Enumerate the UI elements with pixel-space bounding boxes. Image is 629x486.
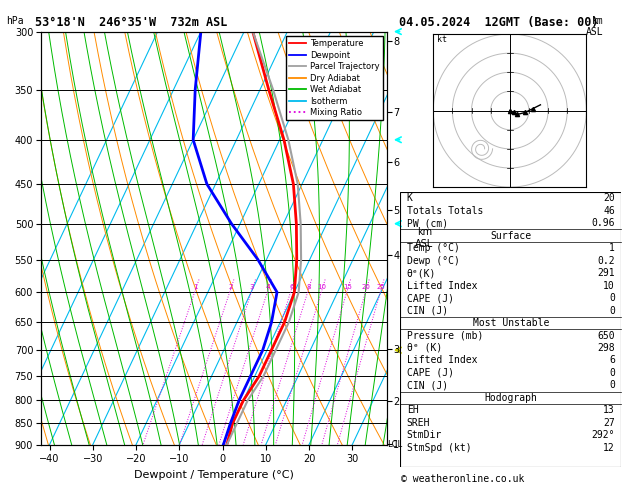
Text: CAPE (J): CAPE (J) — [407, 293, 454, 303]
Text: 6: 6 — [609, 355, 615, 365]
Text: 53°18'N  246°35'W  732m ASL: 53°18'N 246°35'W 732m ASL — [35, 16, 227, 29]
Text: θᵉ(K): θᵉ(K) — [407, 268, 436, 278]
Text: © weatheronline.co.uk: © weatheronline.co.uk — [401, 474, 525, 484]
Text: Dewp (°C): Dewp (°C) — [407, 256, 460, 266]
Text: 25: 25 — [377, 284, 386, 290]
Text: 0: 0 — [609, 368, 615, 378]
Text: Most Unstable: Most Unstable — [472, 318, 549, 328]
Text: Pressure (mb): Pressure (mb) — [407, 330, 483, 341]
Text: EH: EH — [407, 405, 418, 416]
Text: 6: 6 — [289, 284, 294, 290]
Text: 12: 12 — [603, 443, 615, 453]
Text: Totals Totals: Totals Totals — [407, 206, 483, 216]
Text: K: K — [407, 193, 413, 203]
Text: 0.2: 0.2 — [597, 256, 615, 266]
Text: 298: 298 — [597, 343, 615, 353]
Text: 2: 2 — [228, 284, 233, 290]
Text: 20: 20 — [603, 193, 615, 203]
Text: Hodograph: Hodograph — [484, 393, 537, 403]
Text: 291: 291 — [597, 268, 615, 278]
Text: Lifted Index: Lifted Index — [407, 280, 477, 291]
Text: CAPE (J): CAPE (J) — [407, 368, 454, 378]
Text: 1: 1 — [609, 243, 615, 253]
Text: 0: 0 — [609, 293, 615, 303]
Text: 20: 20 — [362, 284, 370, 290]
Y-axis label: km
ASL: km ASL — [415, 227, 433, 249]
Text: 46: 46 — [603, 206, 615, 216]
Text: kt: kt — [437, 35, 447, 44]
Text: 04.05.2024  12GMT (Base: 00): 04.05.2024 12GMT (Base: 00) — [399, 16, 599, 29]
Text: SREH: SREH — [407, 418, 430, 428]
Text: 1: 1 — [193, 284, 198, 290]
Text: LCL: LCL — [387, 440, 403, 449]
Text: Lifted Index: Lifted Index — [407, 355, 477, 365]
Text: hPa: hPa — [6, 16, 24, 26]
Text: Surface: Surface — [490, 231, 532, 241]
Legend: Temperature, Dewpoint, Parcel Trajectory, Dry Adiabat, Wet Adiabat, Isotherm, Mi: Temperature, Dewpoint, Parcel Trajectory… — [286, 36, 382, 121]
Text: StmDir: StmDir — [407, 431, 442, 440]
Text: 15: 15 — [343, 284, 352, 290]
Text: 10: 10 — [603, 280, 615, 291]
Text: 10: 10 — [318, 284, 326, 290]
Text: 0: 0 — [609, 306, 615, 315]
Text: θᵉ (K): θᵉ (K) — [407, 343, 442, 353]
Text: km
ASL: km ASL — [586, 16, 604, 37]
Text: CIN (J): CIN (J) — [407, 381, 448, 390]
Text: CIN (J): CIN (J) — [407, 306, 448, 315]
Text: 13: 13 — [603, 405, 615, 416]
X-axis label: Dewpoint / Temperature (°C): Dewpoint / Temperature (°C) — [134, 470, 294, 480]
Text: Temp (°C): Temp (°C) — [407, 243, 460, 253]
Text: 0: 0 — [609, 381, 615, 390]
Text: 27: 27 — [603, 418, 615, 428]
Text: 8: 8 — [306, 284, 311, 290]
Text: 3: 3 — [250, 284, 254, 290]
Text: PW (cm): PW (cm) — [407, 218, 448, 228]
Text: 4: 4 — [266, 284, 270, 290]
Text: StmSpd (kt): StmSpd (kt) — [407, 443, 471, 453]
Text: 650: 650 — [597, 330, 615, 341]
Text: 0.96: 0.96 — [591, 218, 615, 228]
Text: 292°: 292° — [591, 431, 615, 440]
